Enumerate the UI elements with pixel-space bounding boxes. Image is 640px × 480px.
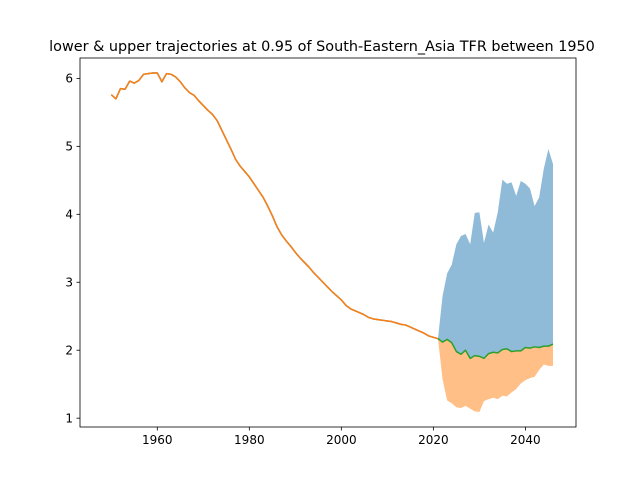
chart-title: lower & upper trajectories at 0.95 of So… [49, 39, 595, 55]
historical-line-under [110, 72, 439, 340]
y-tick-label: 5 [65, 140, 73, 154]
x-tick-label: 1980 [234, 433, 265, 447]
median-projection-line [437, 338, 554, 360]
plot-frame [79, 57, 577, 428]
y-tick-label: 6 [65, 72, 73, 86]
y-tick-label: 2 [65, 344, 73, 358]
lower-trajectory-band [437, 338, 553, 413]
plot-area [110, 72, 554, 413]
y-tick-label: 4 [65, 208, 73, 222]
x-tick-label: 2040 [510, 433, 541, 447]
upper-trajectory-band [437, 149, 553, 359]
y-tick-label: 1 [65, 411, 73, 425]
x-tick-label: 1960 [142, 433, 173, 447]
x-tick-label: 2020 [418, 433, 449, 447]
y-tick-label: 3 [65, 276, 73, 290]
x-tick-label: 2000 [326, 433, 357, 447]
axes: 1960 1980 2000 2020 2040 1 2 3 4 5 6 [65, 57, 577, 447]
historical-line [110, 72, 439, 340]
